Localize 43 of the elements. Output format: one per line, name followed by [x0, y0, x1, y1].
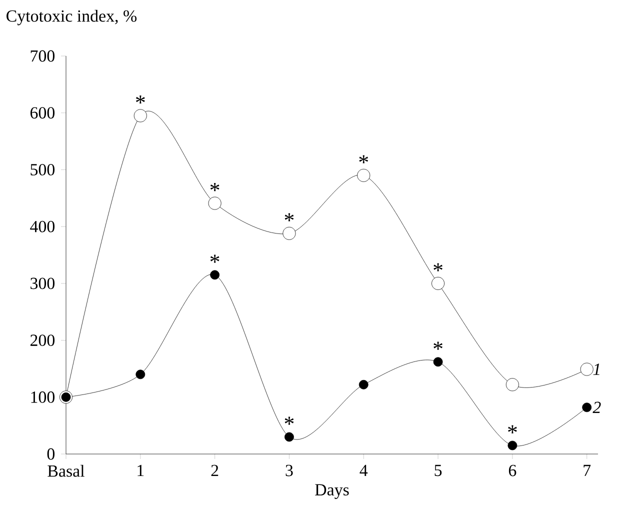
x-tick-label: 1 — [138, 464, 144, 476]
x-tick-label: 7 — [584, 464, 591, 476]
annotation: * — [284, 213, 294, 222]
annotation: * — [508, 425, 517, 434]
point — [284, 432, 294, 442]
y-tick-label: 400 — [30, 220, 55, 232]
annotation: * — [136, 96, 145, 104]
point — [582, 402, 592, 412]
x-tick-label: 6 — [508, 464, 516, 476]
x-tick-label: Basal — [48, 464, 84, 477]
point — [433, 357, 443, 367]
point — [432, 276, 445, 290]
series-label: 2 — [592, 402, 601, 413]
point — [208, 196, 222, 210]
annotation: * — [284, 416, 294, 425]
y-tick-label: 500 — [30, 164, 55, 176]
x-tick-label: 5 — [434, 464, 442, 476]
x-axis-title: Days — [315, 484, 349, 499]
point — [358, 380, 368, 390]
annotation: * — [210, 254, 220, 263]
y-tick-label: 700 — [30, 50, 55, 62]
y-tick-label: 200 — [30, 334, 55, 346]
series-label: 1 — [593, 364, 600, 375]
x-tick-label: 3 — [286, 464, 293, 476]
y-tick-label: 600 — [30, 107, 55, 119]
y-tick-label: 100 — [31, 391, 55, 403]
x-tick-label: 4 — [360, 464, 368, 476]
point — [282, 226, 296, 240]
annotation: * — [210, 183, 220, 192]
y-tick-label: 0 — [47, 448, 55, 460]
point — [506, 378, 519, 392]
point — [580, 362, 594, 376]
x-tick-label: 2 — [211, 464, 218, 476]
y-axis-title: Cytotoxic index, % — [6, 10, 137, 26]
annotation: * — [434, 263, 442, 272]
annotation: * — [359, 155, 368, 164]
y-tick-label: 300 — [30, 278, 55, 290]
point — [508, 440, 518, 450]
point — [210, 270, 220, 280]
point — [136, 370, 146, 380]
point — [134, 109, 147, 122]
point — [357, 168, 370, 182]
annotation: * — [434, 342, 442, 350]
